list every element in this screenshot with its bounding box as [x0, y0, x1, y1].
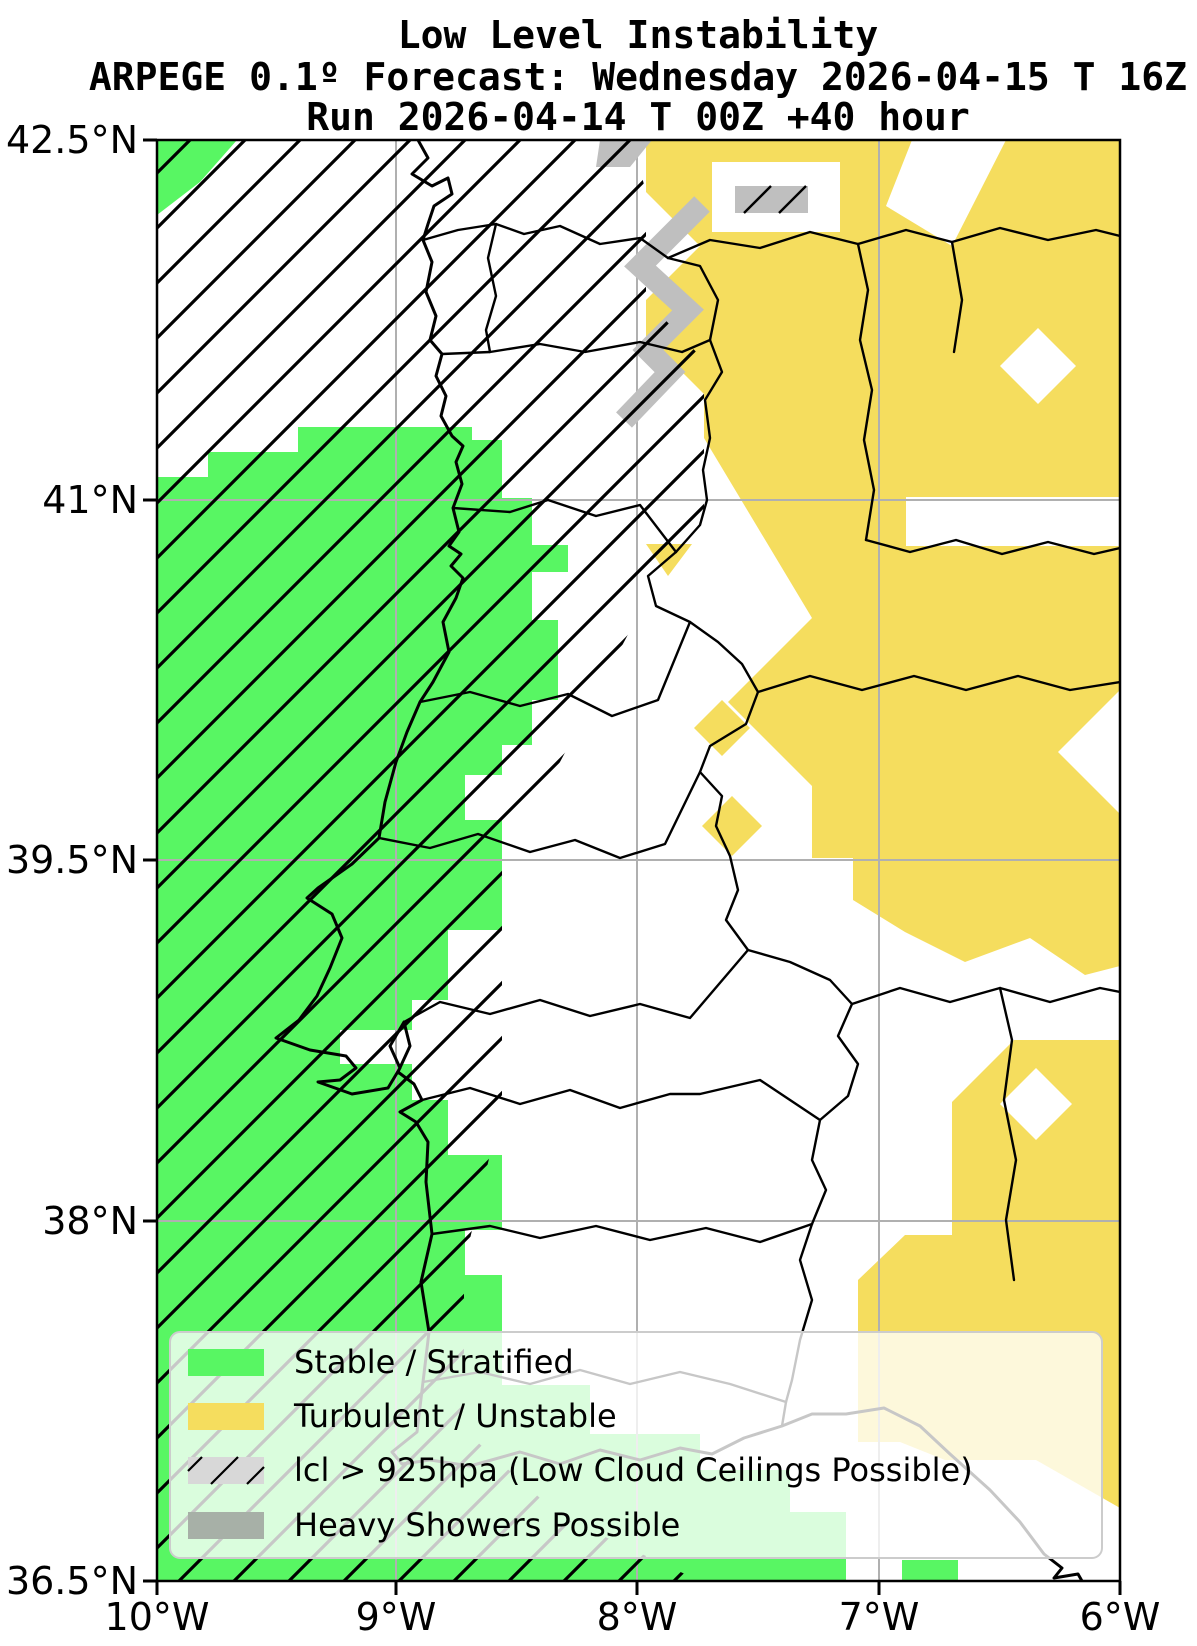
y-tick-label-39-5n: 39.5°N: [6, 838, 138, 882]
axis-labels-group: 10°W 9°W 8°W 7°W 6°W 42.5°N 41°N 39.5°N …: [6, 118, 1160, 1639]
legend-swatch-turbulent: [188, 1403, 264, 1430]
lcl-hatch-region: [157, 140, 704, 1581]
turbulent-region-northeast: [646, 140, 1120, 975]
border-district-5: [377, 770, 702, 860]
white-notch-4: [906, 497, 1120, 546]
border-district-2: [440, 338, 712, 356]
border-district-8: [430, 1222, 814, 1244]
turbulent-patch-small-1: [694, 700, 750, 756]
border-portugal-spain: [421, 222, 860, 1428]
border-spain-6: [850, 986, 1120, 1006]
legend-label-showers: Heavy Showers Possible: [294, 1506, 680, 1544]
white-notch-3: [886, 140, 1006, 246]
x-tick-label-7w: 7°W: [839, 1595, 920, 1639]
legend-swatch-lcl-hatch: [187, 1456, 265, 1485]
legend: Stable / Stratified Turbulent / Unstable…: [169, 1331, 1103, 1559]
border-spain-1: [666, 226, 1120, 260]
y-tick-label-36-5n: 36.5°N: [6, 1559, 138, 1603]
title-line1: Low Level Instability: [398, 13, 878, 57]
white-notch-6: [1058, 690, 1120, 814]
border-district-3: [451, 498, 678, 554]
white-notch-7: [1000, 1068, 1072, 1140]
border-district-6: [402, 948, 750, 1024]
legend-label-stable: Stable / Stratified: [294, 1343, 574, 1381]
legend-swatch-showers: [188, 1512, 264, 1539]
legend-label-turbulent: Turbulent / Unstable: [293, 1397, 617, 1435]
y-tick-label-41n: 41°N: [42, 478, 138, 522]
stable-region-south-strip: [902, 1560, 958, 1581]
x-tick-label-8w: 8°W: [597, 1595, 678, 1639]
heavy-showers-patch-hatchline-1: [743, 185, 772, 214]
y-tick-label-42-5n: 42.5°N: [6, 118, 138, 162]
x-tick-label-6w: 6°W: [1080, 1595, 1161, 1639]
title-line3: Run 2026-04-14 T 00Z +40 hour: [306, 95, 969, 139]
border-spain-2: [856, 242, 876, 542]
legend-box: [169, 1331, 1103, 1559]
border-district-4: [418, 620, 692, 718]
border-spain-7: [998, 986, 1018, 1282]
border-spain-5: [756, 674, 1120, 694]
border-district-7: [420, 1078, 822, 1122]
border-spain-3: [864, 538, 1120, 556]
y-tick-label-38n: 38°N: [42, 1199, 138, 1243]
title-group: Low Level Instability ARPEGE 0.1º Foreca…: [89, 13, 1187, 139]
legend-label-lcl: lcl > 925hpa (Low Cloud Ceilings Possibl…: [294, 1451, 973, 1489]
border-district-1: [484, 222, 498, 354]
white-notch-5: [1000, 328, 1076, 404]
district-borders-group: [377, 222, 1120, 1404]
border-spain-4: [950, 240, 964, 354]
heavy-showers-patch-rect: [735, 186, 808, 213]
legend-swatch-stable: [188, 1349, 264, 1376]
x-tick-label-9w: 9°W: [356, 1595, 437, 1639]
axis-ticks-group: [143, 138, 1122, 1595]
turbulent-patch-small-2: [702, 796, 762, 856]
heavy-showers-patch-hatchline-2: [778, 185, 807, 214]
x-tick-label-10w: 10°W: [105, 1595, 210, 1639]
title-line2: ARPEGE 0.1º Forecast: Wednesday 2026-04-…: [89, 55, 1187, 99]
